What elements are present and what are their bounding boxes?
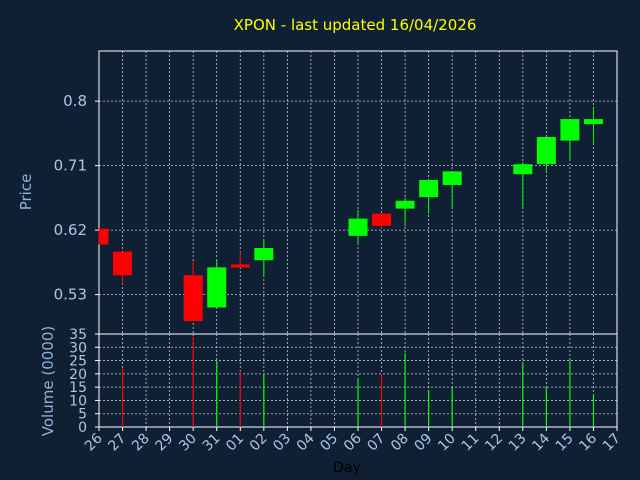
candle-09 <box>419 179 439 214</box>
candle-06 <box>348 210 368 245</box>
candle-30 <box>183 260 203 322</box>
x-tick-label: 09 <box>412 431 436 455</box>
candle-body <box>419 179 439 198</box>
candle-body <box>560 119 580 141</box>
volume-bars <box>121 336 595 427</box>
candle-body <box>395 200 415 209</box>
volume-tick-label: 5 <box>78 407 87 423</box>
price-grid <box>99 51 617 334</box>
candle-07 <box>372 213 392 229</box>
x-tick-label: 15 <box>553 431 577 455</box>
x-tick-label: 07 <box>364 431 388 455</box>
volume-tick-label: 10 <box>69 393 87 409</box>
candle-14 <box>536 136 556 173</box>
candles <box>98 108 603 322</box>
candle-body <box>230 264 250 268</box>
price-y-ticks: 0.53 0.62 0.71 0.8 <box>54 92 99 304</box>
candle-body <box>99 228 109 245</box>
x-tick-label: 03 <box>270 431 294 455</box>
price-tick-label: 0.62 <box>54 221 87 239</box>
x-tick-label: 05 <box>317 431 341 455</box>
chart-title: XPON - last updated 16/04/2026 <box>234 16 477 34</box>
candle-body <box>442 171 462 185</box>
candle-13 <box>513 162 533 209</box>
volume-axis-label: Volume (0000) <box>39 326 57 436</box>
volume-tick-label: 15 <box>69 380 87 396</box>
volume-tick-label: 0 <box>78 420 87 436</box>
x-tick-label: 13 <box>506 431 530 455</box>
x-tick-label: 02 <box>247 431 271 455</box>
volume-tick-label: 20 <box>69 367 87 383</box>
price-tick-label: 0.8 <box>63 92 87 110</box>
candle-31 <box>207 260 227 308</box>
x-tick-label: 10 <box>435 431 459 455</box>
x-tick-label: 04 <box>294 430 318 454</box>
price-tick-label: 0.71 <box>54 157 87 175</box>
volume-tick-label: 35 <box>69 327 87 343</box>
candle-27 <box>113 251 133 284</box>
candle-10 <box>442 171 462 208</box>
x-tick-label: 16 <box>576 430 600 454</box>
candle-body <box>583 119 603 125</box>
candle-body <box>183 275 203 322</box>
x-tick-label: 31 <box>200 431 224 455</box>
x-tick-label: 06 <box>341 430 365 454</box>
x-tick-label: 29 <box>153 431 177 455</box>
candle-body <box>254 248 274 261</box>
x-tick-label: 28 <box>129 431 153 455</box>
candle-body <box>348 218 368 236</box>
candle-26 <box>98 228 109 245</box>
x-tick-label: 12 <box>482 431 506 455</box>
x-tick-label: 01 <box>223 431 247 455</box>
volume-tick-label: 30 <box>69 340 87 356</box>
candle-15 <box>560 119 580 160</box>
candle-08 <box>395 197 415 227</box>
price-tick-label: 0.53 <box>54 286 87 304</box>
x-tick-label: 11 <box>459 431 483 455</box>
x-tick-label: 27 <box>105 431 129 455</box>
candle-body <box>207 267 227 308</box>
x-tick-label: 17 <box>600 431 624 455</box>
candle-body <box>113 251 133 276</box>
x-axis-label: Day <box>333 460 361 476</box>
candle-body <box>513 164 533 175</box>
x-ticks: 26 27 28 29 30 31 01 02 03 04 05 06 07 08 09 10 11 12 13 14… <box>82 427 624 454</box>
x-tick-label: 30 <box>176 431 200 455</box>
candle-16 <box>583 108 603 143</box>
candle-body <box>372 213 392 226</box>
volume-tick-label: 25 <box>69 354 87 370</box>
x-tick-label: 08 <box>388 431 412 455</box>
candle-01 <box>230 251 250 268</box>
y-axis-label: Price <box>17 174 35 211</box>
candle-02 <box>254 238 274 276</box>
candle-body <box>536 136 556 165</box>
x-tick-label: 14 <box>529 430 553 454</box>
